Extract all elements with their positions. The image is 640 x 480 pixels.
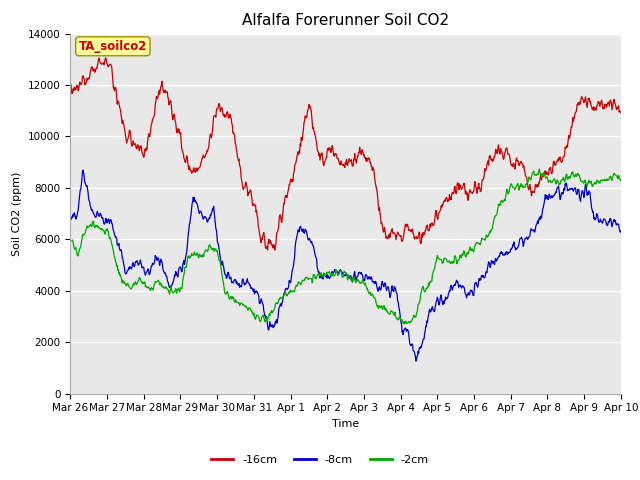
- Title: Alfalfa Forerunner Soil CO2: Alfalfa Forerunner Soil CO2: [242, 13, 449, 28]
- Legend: -16cm, -8cm, -2cm: -16cm, -8cm, -2cm: [207, 451, 433, 469]
- Y-axis label: Soil CO2 (ppm): Soil CO2 (ppm): [12, 171, 22, 256]
- Text: TA_soilco2: TA_soilco2: [79, 40, 147, 53]
- X-axis label: Time: Time: [332, 419, 359, 429]
